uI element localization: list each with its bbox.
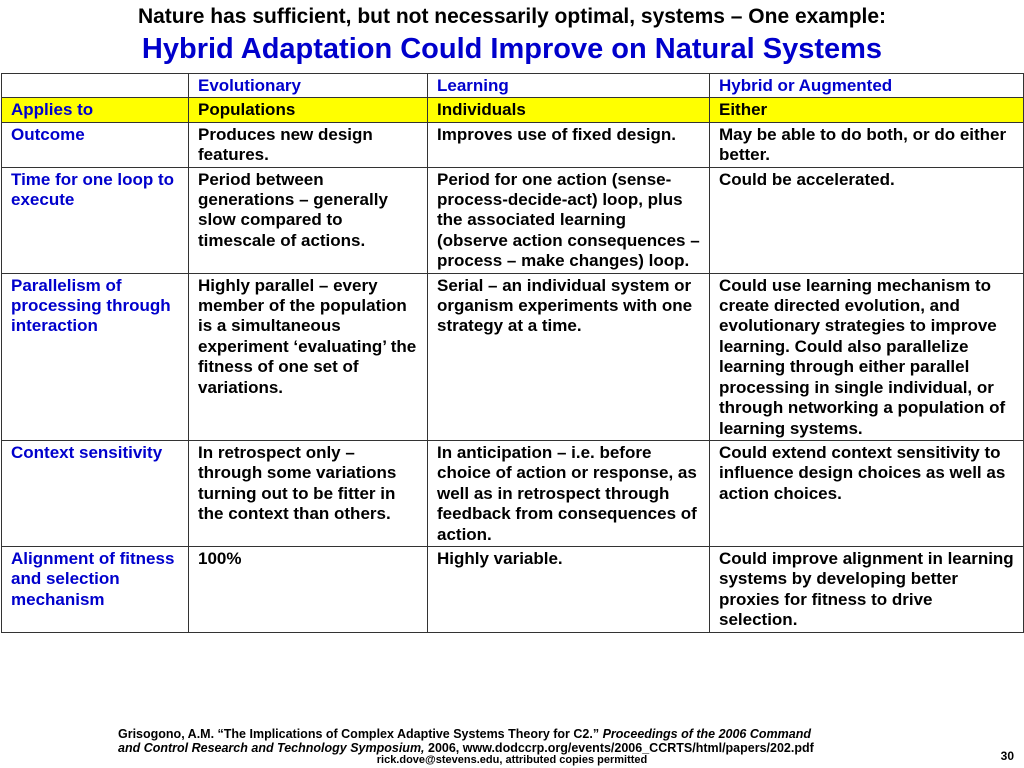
cell-hybrid: May be able to do both, or do either bet… [709,121,1024,168]
table-row: Alignment of fitness and selection mecha… [1,545,1024,633]
table-row: Outcome Produces new design features. Im… [1,121,1024,168]
header-cell-evolutionary: Evolutionary [188,72,428,99]
table-row: Time for one loop to execute Period betw… [1,166,1024,274]
cell-evolutionary: In retrospect only – through some variat… [188,439,428,547]
row-label: Outcome [1,121,189,168]
slide-title-line1: Nature has sufficient, but not necessari… [137,5,887,28]
citation-italic-2: and Control Research and Technology Symp… [118,741,425,755]
header-cell-hybrid: Hybrid or Augmented [709,72,1024,99]
table-row: Parallelism of processing through intera… [1,272,1024,441]
header-cell-learning: Learning [427,72,710,99]
page-number: 30 [1000,749,1014,763]
cell-evolutionary: Populations [188,97,428,123]
cell-learning: Highly variable. [427,545,710,633]
comparison-table: Evolutionary Learning Hybrid or Augmente… [1,72,1024,633]
cell-evolutionary: Period between generations – generally s… [188,166,428,274]
cell-learning: Improves use of fixed design. [427,121,710,168]
row-label: Parallelism of processing through intera… [1,272,189,441]
cell-learning: In anticipation – i.e. before choice of … [427,439,710,547]
citation-url: 2006, www.dodccrp.org/events/2006_CCRTS/… [424,741,814,755]
table-header-row: Evolutionary Learning Hybrid or Augmente… [1,72,1024,99]
cell-learning: Individuals [427,97,710,123]
citation-italic-1: Proceedings of the 2006 Command [602,727,811,741]
cell-evolutionary: Highly parallel – every member of the po… [188,272,428,441]
row-label: Context sensitivity [1,439,189,547]
cell-hybrid: Could improve alignment in learning syst… [709,545,1024,633]
header-cell-empty [1,72,189,99]
cell-hybrid: Could be accelerated. [709,166,1024,274]
cell-hybrid: Could extend context sensitivity to infl… [709,439,1024,547]
cell-evolutionary: 100% [188,545,428,633]
row-label: Applies to [1,97,189,123]
cell-hybrid: Either [709,97,1024,123]
citation-text: Grisogono, A.M. “The Implications of Com… [118,727,603,741]
table-row: Applies to Populations Individuals Eithe… [1,97,1024,123]
cell-evolutionary: Produces new design features. [188,121,428,168]
citation: Grisogono, A.M. “The Implications of Com… [118,727,978,755]
cell-learning: Period for one action (sense-process-dec… [427,166,710,274]
cell-hybrid: Could use learning mechanism to create d… [709,272,1024,441]
slide-title-line2: Hybrid Adaptation Could Improve on Natur… [141,33,883,65]
row-label: Time for one loop to execute [1,166,189,274]
row-label: Alignment of fitness and selection mecha… [1,545,189,633]
cell-learning: Serial – an individual system or organis… [427,272,710,441]
attribution-line: rick.dove@stevens.edu, attributed copies… [376,754,648,766]
table-row: Context sensitivity In retrospect only –… [1,439,1024,547]
